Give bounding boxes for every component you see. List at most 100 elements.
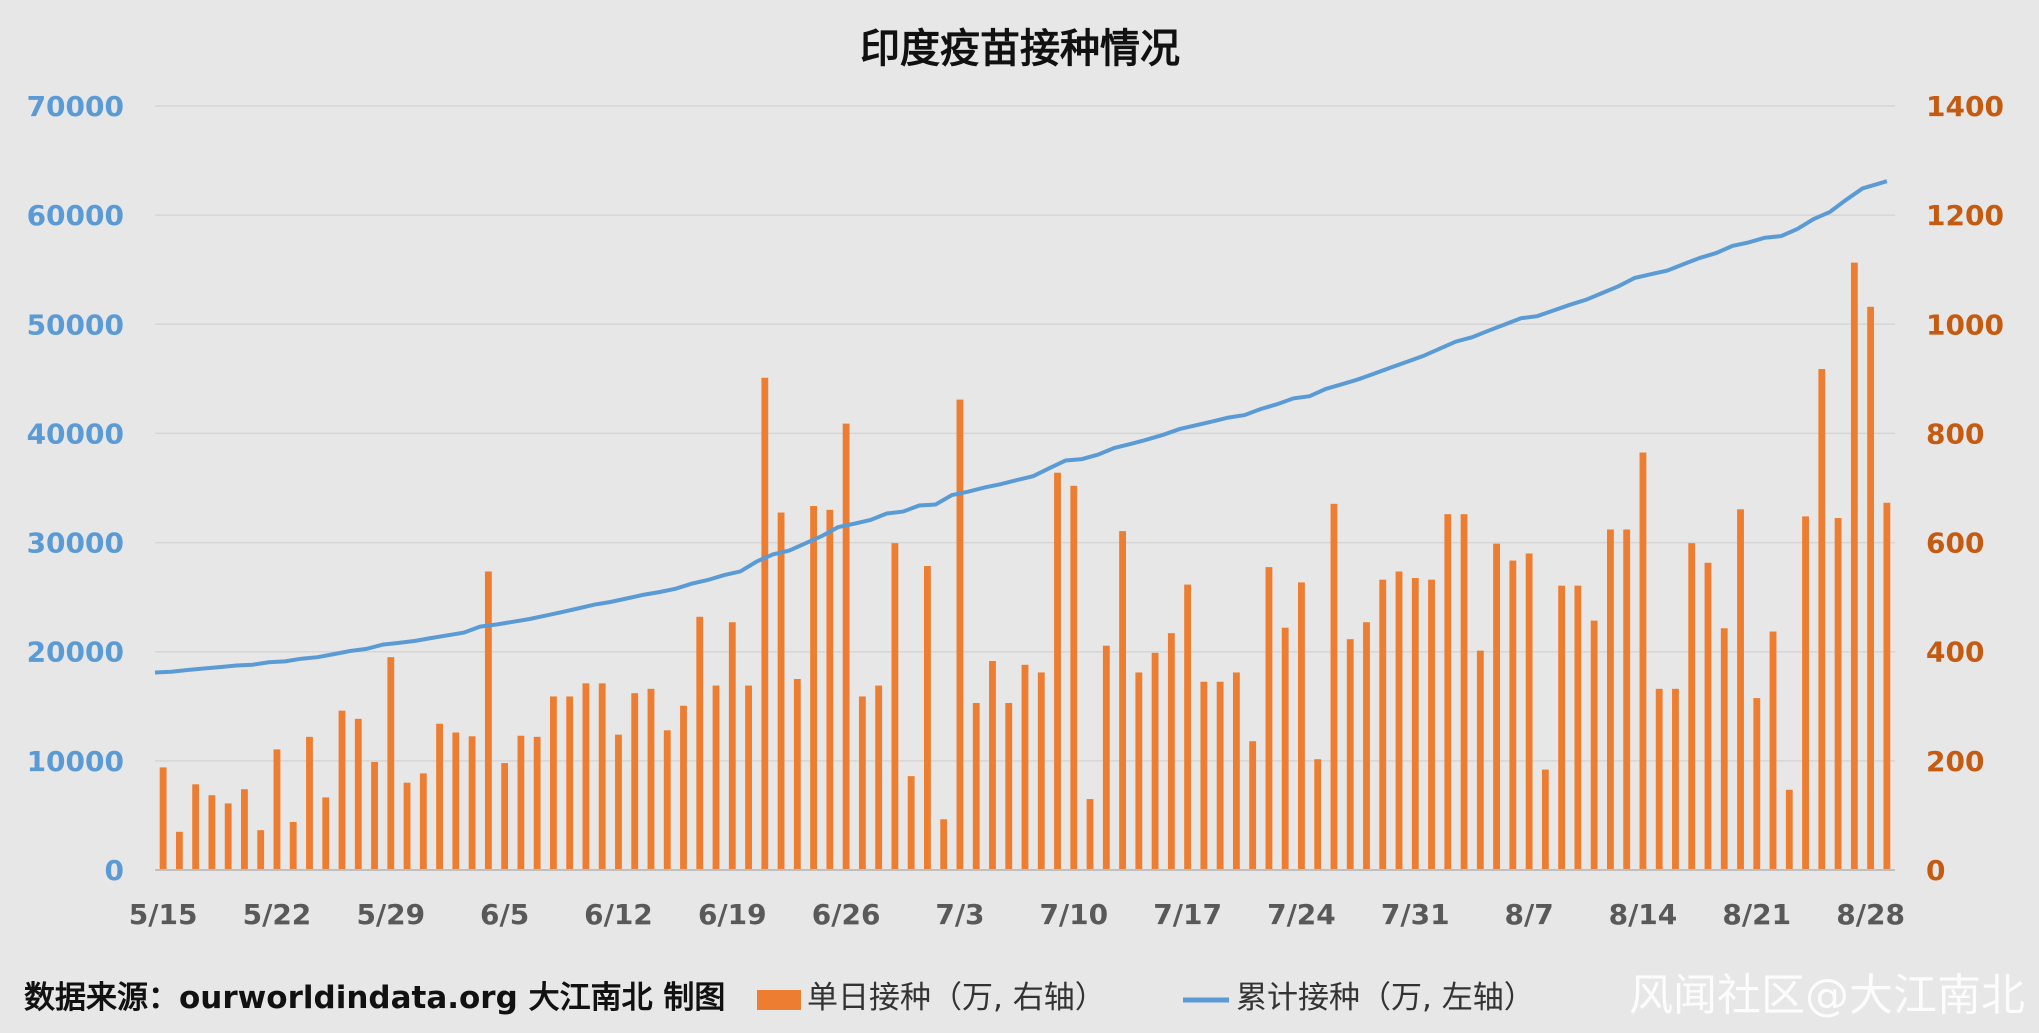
daily-bar <box>1379 579 1387 870</box>
x-tick-label: 6/19 <box>698 898 767 931</box>
left-tick-label: 60000 <box>27 199 124 232</box>
daily-bar <box>1070 485 1078 870</box>
daily-bar <box>257 830 265 870</box>
daily-bar <box>907 776 915 870</box>
left-tick-label: 50000 <box>27 308 124 341</box>
daily-bar <box>989 660 996 870</box>
daily-bar <box>159 767 167 870</box>
daily-bar <box>1720 628 1728 870</box>
daily-bar <box>1265 567 1273 870</box>
right-tick-label: 1200 <box>1926 199 2004 232</box>
x-tick-label: 5/15 <box>129 898 198 931</box>
daily-bar <box>972 703 980 870</box>
daily-bar <box>1167 633 1175 870</box>
daily-bar <box>1054 472 1061 870</box>
daily-bar <box>810 506 818 870</box>
left-tick-label: 40000 <box>27 417 124 450</box>
right-tick-label: 0 <box>1926 854 1945 887</box>
daily-bar <box>1493 543 1501 870</box>
daily-bar <box>289 821 297 870</box>
legend-bar-swatch <box>757 990 801 1010</box>
daily-bar <box>875 685 883 870</box>
daily-bar <box>1135 672 1143 870</box>
daily-bar <box>241 789 248 870</box>
daily-bar <box>680 705 687 870</box>
data-source-label: 数据来源：ourworldindata.org 大江南北 制图 <box>24 980 725 1016</box>
daily-bar <box>696 616 704 870</box>
daily-bar <box>940 819 948 870</box>
daily-bar <box>208 795 216 870</box>
left-tick-label: 20000 <box>27 636 124 669</box>
daily-bar <box>1541 769 1549 870</box>
daily-bar <box>175 831 183 870</box>
daily-bar <box>956 399 964 870</box>
watermark: 风闻社区@大江南北 <box>1629 970 2025 1021</box>
daily-bar <box>582 683 590 870</box>
daily-bar <box>306 736 313 870</box>
daily-bar <box>1558 585 1566 870</box>
right-tick-label: 600 <box>1926 527 1984 560</box>
daily-bar <box>1102 645 1110 870</box>
daily-bar <box>1460 514 1468 870</box>
daily-bar <box>1574 585 1582 870</box>
x-tick-label: 8/21 <box>1722 898 1791 931</box>
left-tick-label: 30000 <box>27 527 124 560</box>
daily-bar <box>615 734 622 870</box>
daily-bar <box>354 718 362 870</box>
daily-bar <box>663 730 671 870</box>
daily-bar <box>533 736 541 870</box>
daily-bar <box>842 423 850 870</box>
x-tick-label: 8/28 <box>1836 898 1905 931</box>
daily-bar <box>1639 452 1647 870</box>
right-tick-label: 200 <box>1926 745 1984 778</box>
daily-bar <box>924 566 931 870</box>
daily-bar <box>371 761 378 870</box>
daily-bar <box>338 710 346 870</box>
daily-bar <box>1281 627 1289 870</box>
daily-bar <box>1200 681 1208 870</box>
daily-bar <box>1411 578 1419 870</box>
daily-bar <box>761 377 769 870</box>
x-tick-label: 5/29 <box>356 898 425 931</box>
x-tick-label: 7/24 <box>1267 898 1336 931</box>
x-tick-label: 8/7 <box>1505 898 1554 931</box>
daily-bar <box>1314 759 1322 870</box>
daily-bar <box>403 782 411 870</box>
daily-bar <box>192 784 200 870</box>
daily-bar <box>1753 698 1761 870</box>
daily-bar <box>1688 543 1696 870</box>
daily-bar <box>1607 529 1614 870</box>
daily-bar <box>598 683 606 870</box>
daily-bar <box>1151 652 1159 870</box>
daily-bar <box>728 622 736 870</box>
daily-bar <box>793 679 801 870</box>
daily-bar <box>1298 582 1305 870</box>
daily-bar <box>891 543 899 870</box>
daily-bar <box>484 571 492 870</box>
daily-bar <box>712 685 720 870</box>
daily-bar <box>858 696 866 870</box>
left-tick-label: 70000 <box>27 90 124 123</box>
daily-bar <box>1021 664 1029 870</box>
daily-bar <box>452 732 460 870</box>
daily-bar <box>1330 503 1338 870</box>
x-axis-ticks: 5/15 5/22 5/29 6/5 6/12 6/19 6/26 7/3 7/10 7/17 7/… <box>129 898 1905 931</box>
right-tick-label: 400 <box>1926 636 1984 669</box>
daily-bar <box>1704 562 1712 870</box>
x-tick-label: 7/3 <box>935 898 984 931</box>
daily-bar <box>1005 703 1013 870</box>
daily-bar <box>1850 262 1858 870</box>
chart-title: 印度疫苗接种情况 <box>860 26 1180 72</box>
daily-bar <box>1395 571 1403 870</box>
right-tick-label: 1000 <box>1926 308 2004 341</box>
x-tick-label: 8/14 <box>1609 898 1678 931</box>
daily-bar <box>322 797 330 870</box>
daily-bar <box>1037 672 1045 870</box>
daily-bar <box>517 735 525 870</box>
daily-bar <box>745 685 752 870</box>
daily-bar <box>549 696 557 870</box>
legend-line-label: 累计接种（万, 左轴） <box>1236 980 1535 1016</box>
gridlines <box>155 105 1895 762</box>
daily-bar <box>1590 620 1598 870</box>
